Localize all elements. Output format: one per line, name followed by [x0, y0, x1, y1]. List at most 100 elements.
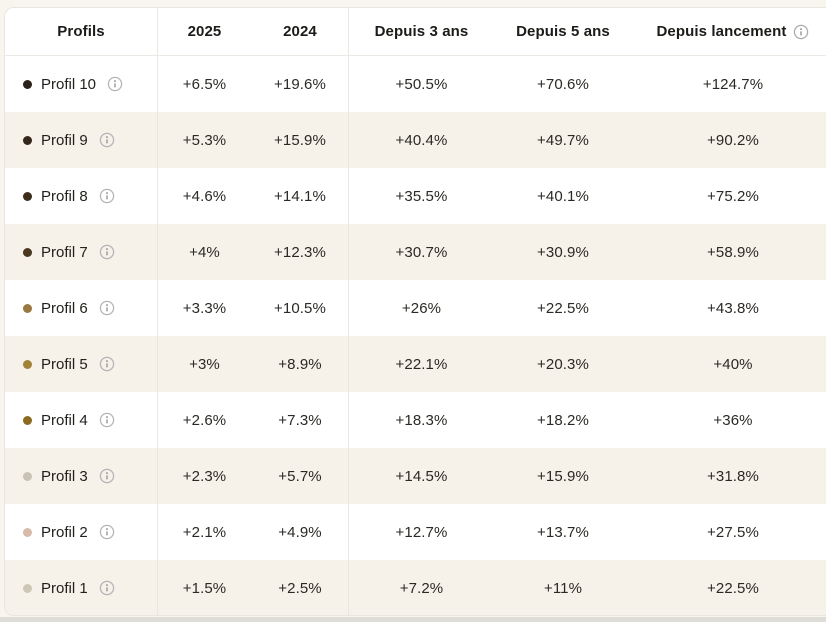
value-depuis-3-ans: +18.3%	[395, 411, 448, 429]
value-depuis-5-ans: +15.9%	[537, 467, 589, 485]
profile-cell: Profil 9	[5, 132, 157, 149]
risk-level-dot	[23, 79, 32, 89]
risk-level-dot	[23, 415, 32, 425]
risk-level-dot	[23, 527, 32, 537]
profile-label: Profil 5	[41, 355, 88, 373]
value-2024: +12.3%	[274, 243, 326, 261]
page-bottom-strip	[0, 617, 826, 622]
risk-level-dot	[23, 135, 32, 145]
profile-cell: Profil 6	[5, 300, 157, 317]
risk-level-dot	[23, 191, 32, 201]
value-2025: +4%	[189, 243, 220, 261]
table-body: Profil 10 +6.5% +19.6% +50.5% +70.6% +12…	[5, 56, 826, 615]
table-row: Profil 10 +6.5% +19.6% +50.5% +70.6% +12…	[5, 56, 826, 112]
column-header-profils: Profils	[5, 23, 157, 40]
value-depuis-5-ans: +49.7%	[537, 131, 589, 149]
value-depuis-lancement: +27.5%	[707, 523, 759, 541]
risk-level-dot	[23, 247, 32, 257]
info-icon[interactable]	[99, 468, 115, 484]
profile-cell: Profil 5	[5, 356, 157, 373]
value-depuis-lancement: +75.2%	[707, 187, 759, 205]
value-depuis-lancement: +58.9%	[707, 243, 759, 261]
value-depuis-5-ans: +30.9%	[537, 243, 589, 261]
risk-level-dot	[23, 359, 32, 369]
value-2024: +10.5%	[274, 299, 326, 317]
value-2024: +14.1%	[274, 187, 326, 205]
profile-cell: Profil 4	[5, 412, 157, 429]
info-icon[interactable]	[99, 580, 115, 596]
risk-level-dot	[23, 583, 32, 593]
info-icon[interactable]	[99, 244, 115, 260]
value-depuis-lancement: +22.5%	[707, 579, 759, 597]
value-2025: +3.3%	[182, 299, 227, 317]
info-icon[interactable]	[99, 300, 115, 316]
value-depuis-3-ans: +26%	[401, 299, 442, 317]
profile-label: Profil 7	[41, 243, 88, 261]
column-header-depuis-5-ans: Depuis 5 ans	[495, 23, 631, 40]
profile-label: Profil 3	[41, 467, 88, 485]
value-2025: +4.6%	[182, 187, 227, 205]
value-2025: +3%	[189, 355, 220, 373]
value-depuis-5-ans: +40.1%	[537, 187, 589, 205]
value-depuis-lancement: +31.8%	[707, 467, 759, 485]
profile-cell: Profil 3	[5, 468, 157, 485]
profile-label: Profil 1	[41, 579, 88, 597]
value-depuis-3-ans: +12.7%	[395, 523, 448, 541]
value-depuis-lancement: +43.8%	[707, 299, 759, 317]
value-depuis-5-ans: +11%	[543, 579, 583, 597]
info-icon[interactable]	[99, 356, 115, 372]
column-header-label: 2024	[283, 23, 317, 40]
profile-label: Profil 8	[41, 187, 88, 205]
profile-cell: Profil 8	[5, 188, 157, 205]
table-row: Profil 5 +3% +8.9% +22.1% +20.3% +40%	[5, 336, 826, 392]
profile-cell: Profil 1	[5, 580, 157, 597]
profile-label: Profil 9	[41, 131, 88, 149]
value-2024: +8.9%	[278, 355, 322, 373]
info-icon[interactable]	[793, 24, 809, 40]
value-depuis-5-ans: +22.5%	[537, 299, 589, 317]
value-depuis-lancement: +36%	[713, 411, 753, 429]
column-header-label: Depuis lancement	[656, 23, 787, 40]
value-depuis-3-ans: +30.7%	[395, 243, 448, 261]
value-2024: +7.3%	[278, 411, 322, 429]
table-row: Profil 7 +4% +12.3% +30.7% +30.9% +58.9%	[5, 224, 826, 280]
profile-label: Profil 2	[41, 523, 88, 541]
table-row: Profil 2 +2.1% +4.9% +12.7% +13.7% +27.5…	[5, 504, 826, 560]
info-icon[interactable]	[99, 132, 115, 148]
column-header-label: 2025	[187, 23, 222, 40]
value-depuis-3-ans: +22.1%	[395, 355, 448, 373]
value-2024: +19.6%	[274, 75, 326, 93]
risk-level-dot	[23, 303, 32, 313]
column-header-2025: 2025	[157, 23, 252, 40]
value-depuis-3-ans: +7.2%	[399, 579, 444, 597]
table-row: Profil 3 +2.3% +5.7% +14.5% +15.9% +31.8…	[5, 448, 826, 504]
value-depuis-5-ans: +70.6%	[537, 75, 589, 93]
table-row: Profil 1 +1.5% +2.5% +7.2% +11% +22.5%	[5, 560, 826, 615]
info-icon[interactable]	[107, 76, 123, 92]
info-icon[interactable]	[99, 188, 115, 204]
column-header-label: Profils	[57, 23, 105, 40]
table-row: Profil 4 +2.6% +7.3% +18.3% +18.2% +36%	[5, 392, 826, 448]
value-depuis-lancement: +124.7%	[702, 75, 764, 93]
profile-cell: Profil 10	[5, 76, 157, 93]
column-divider	[348, 8, 349, 615]
value-2024: +4.9%	[278, 523, 322, 541]
profile-cell: Profil 7	[5, 244, 157, 261]
performance-table-card: Profils 2025 2024 Depuis 3 ans Depuis 5 …	[4, 7, 826, 616]
column-header-label: Depuis 5 ans	[516, 23, 610, 40]
table-header-row: Profils 2025 2024 Depuis 3 ans Depuis 5 …	[5, 8, 826, 56]
value-depuis-5-ans: +13.7%	[537, 523, 589, 541]
value-2024: +15.9%	[274, 131, 326, 149]
column-divider	[157, 8, 158, 615]
info-icon[interactable]	[99, 412, 115, 428]
value-2024: +5.7%	[278, 467, 322, 485]
column-header-2024: 2024	[252, 23, 348, 40]
value-depuis-lancement: +90.2%	[707, 131, 759, 149]
value-depuis-5-ans: +18.2%	[537, 411, 589, 429]
value-depuis-3-ans: +40.4%	[395, 131, 448, 149]
info-icon[interactable]	[99, 524, 115, 540]
column-header-label: Depuis 3 ans	[374, 23, 469, 40]
value-2025: +1.5%	[182, 579, 227, 597]
value-depuis-lancement: +40%	[713, 355, 753, 373]
value-2025: +2.6%	[182, 411, 227, 429]
